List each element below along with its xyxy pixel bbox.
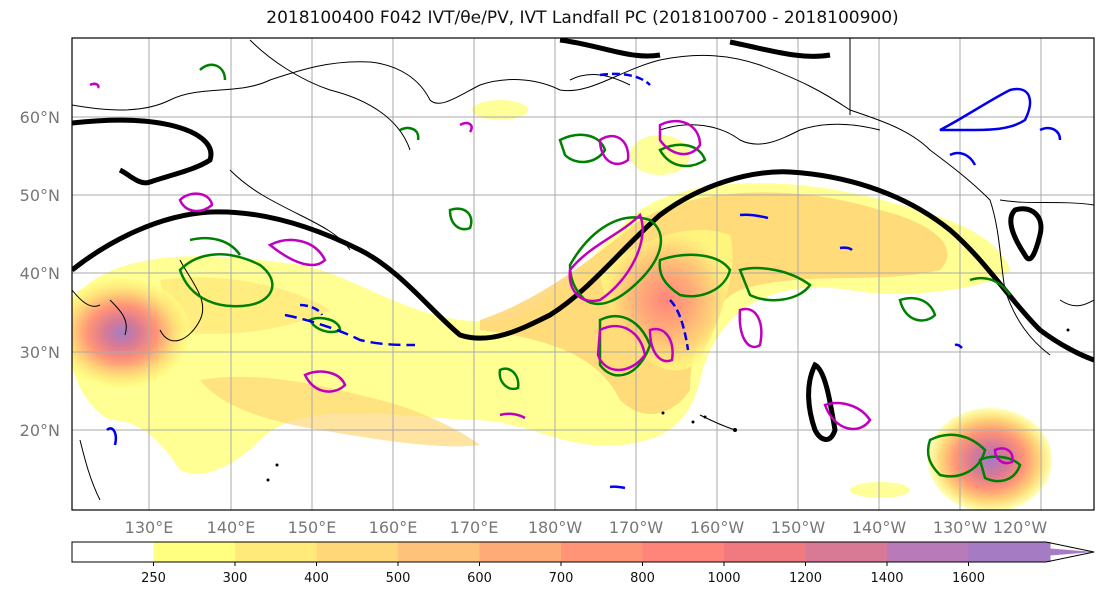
- ivt-contour: [72, 38, 1094, 442]
- lon-label: 140°E: [207, 518, 256, 537]
- pv-contours: [89, 82, 1014, 465]
- lon-label: 140°W: [852, 518, 907, 537]
- map-panel: [72, 38, 1094, 510]
- ivt-shading: [72, 100, 1052, 510]
- colorbar-swatch: [153, 542, 236, 562]
- colorbar-swatch: [316, 542, 399, 562]
- colorbar-outline: [71, 541, 1095, 563]
- graticule: [72, 38, 1094, 510]
- colorbar: 250 300 400 500 600 700 800 1000 1200 1400 1600: [71, 541, 1095, 586]
- colorbar-swatch: [561, 542, 643, 562]
- colorbar-swatch: [724, 542, 806, 562]
- lon-label: 150°W: [771, 518, 826, 537]
- lon-label: 170°W: [609, 518, 664, 537]
- colorbar-swatch: [887, 542, 969, 562]
- lon-label: 180°W: [528, 518, 583, 537]
- colorbar-swatch: [479, 542, 562, 562]
- colorbar-swatch: [72, 542, 154, 562]
- lon-label: 160°W: [690, 518, 745, 537]
- blue-contours: [106, 72, 1062, 490]
- colorbar-tick-label: 1600: [952, 571, 985, 586]
- lon-label: 120°W: [993, 518, 1048, 537]
- lat-label: 30°N: [20, 343, 60, 362]
- lon-label: 170°E: [450, 518, 499, 537]
- lat-label: 40°N: [20, 264, 60, 283]
- colorbar-tick-label: 700: [549, 571, 574, 586]
- lat-label: 20°N: [20, 421, 60, 440]
- lon-labels: 130°E 140°E 150°E 160°E 170°E 180°W 170°…: [125, 518, 1048, 537]
- map-title: 2018100400 F042 IVT/θe/PV, IVT Landfall …: [266, 8, 899, 28]
- theta-e-contours: [178, 63, 1022, 483]
- colorbar-swatch: [398, 542, 480, 562]
- map-frame: [71, 37, 1095, 511]
- colorbar-tick-label: 250: [141, 571, 166, 586]
- colorbar-tick-label: 400: [304, 571, 329, 586]
- colorbar-tick-label: 1000: [707, 571, 740, 586]
- colorbar-tick-label: 1400: [870, 571, 903, 586]
- colorbar-swatch: [235, 542, 317, 562]
- lon-label: 130°E: [125, 518, 174, 537]
- lat-label: 50°N: [20, 186, 60, 205]
- island-details: [266, 328, 1070, 482]
- colorbar-tick-label: 600: [467, 571, 492, 586]
- colorbar-tick-label: 300: [223, 571, 248, 586]
- colorbar-tick-label: 500: [386, 571, 411, 586]
- lon-label: 150°E: [288, 518, 337, 537]
- lon-label: 160°E: [369, 518, 418, 537]
- colorbar-tick-label: 1200: [789, 571, 822, 586]
- colorbar-swatch: [642, 542, 725, 562]
- colorbar-tick-label: 800: [630, 571, 655, 586]
- lon-label: 130°W: [933, 518, 988, 537]
- colorbar-extension: [968, 542, 1094, 562]
- lat-label: 60°N: [20, 108, 60, 127]
- colorbar-swatch: [805, 542, 888, 562]
- lat-labels: 60°N 50°N 40°N 30°N 20°N: [20, 108, 60, 440]
